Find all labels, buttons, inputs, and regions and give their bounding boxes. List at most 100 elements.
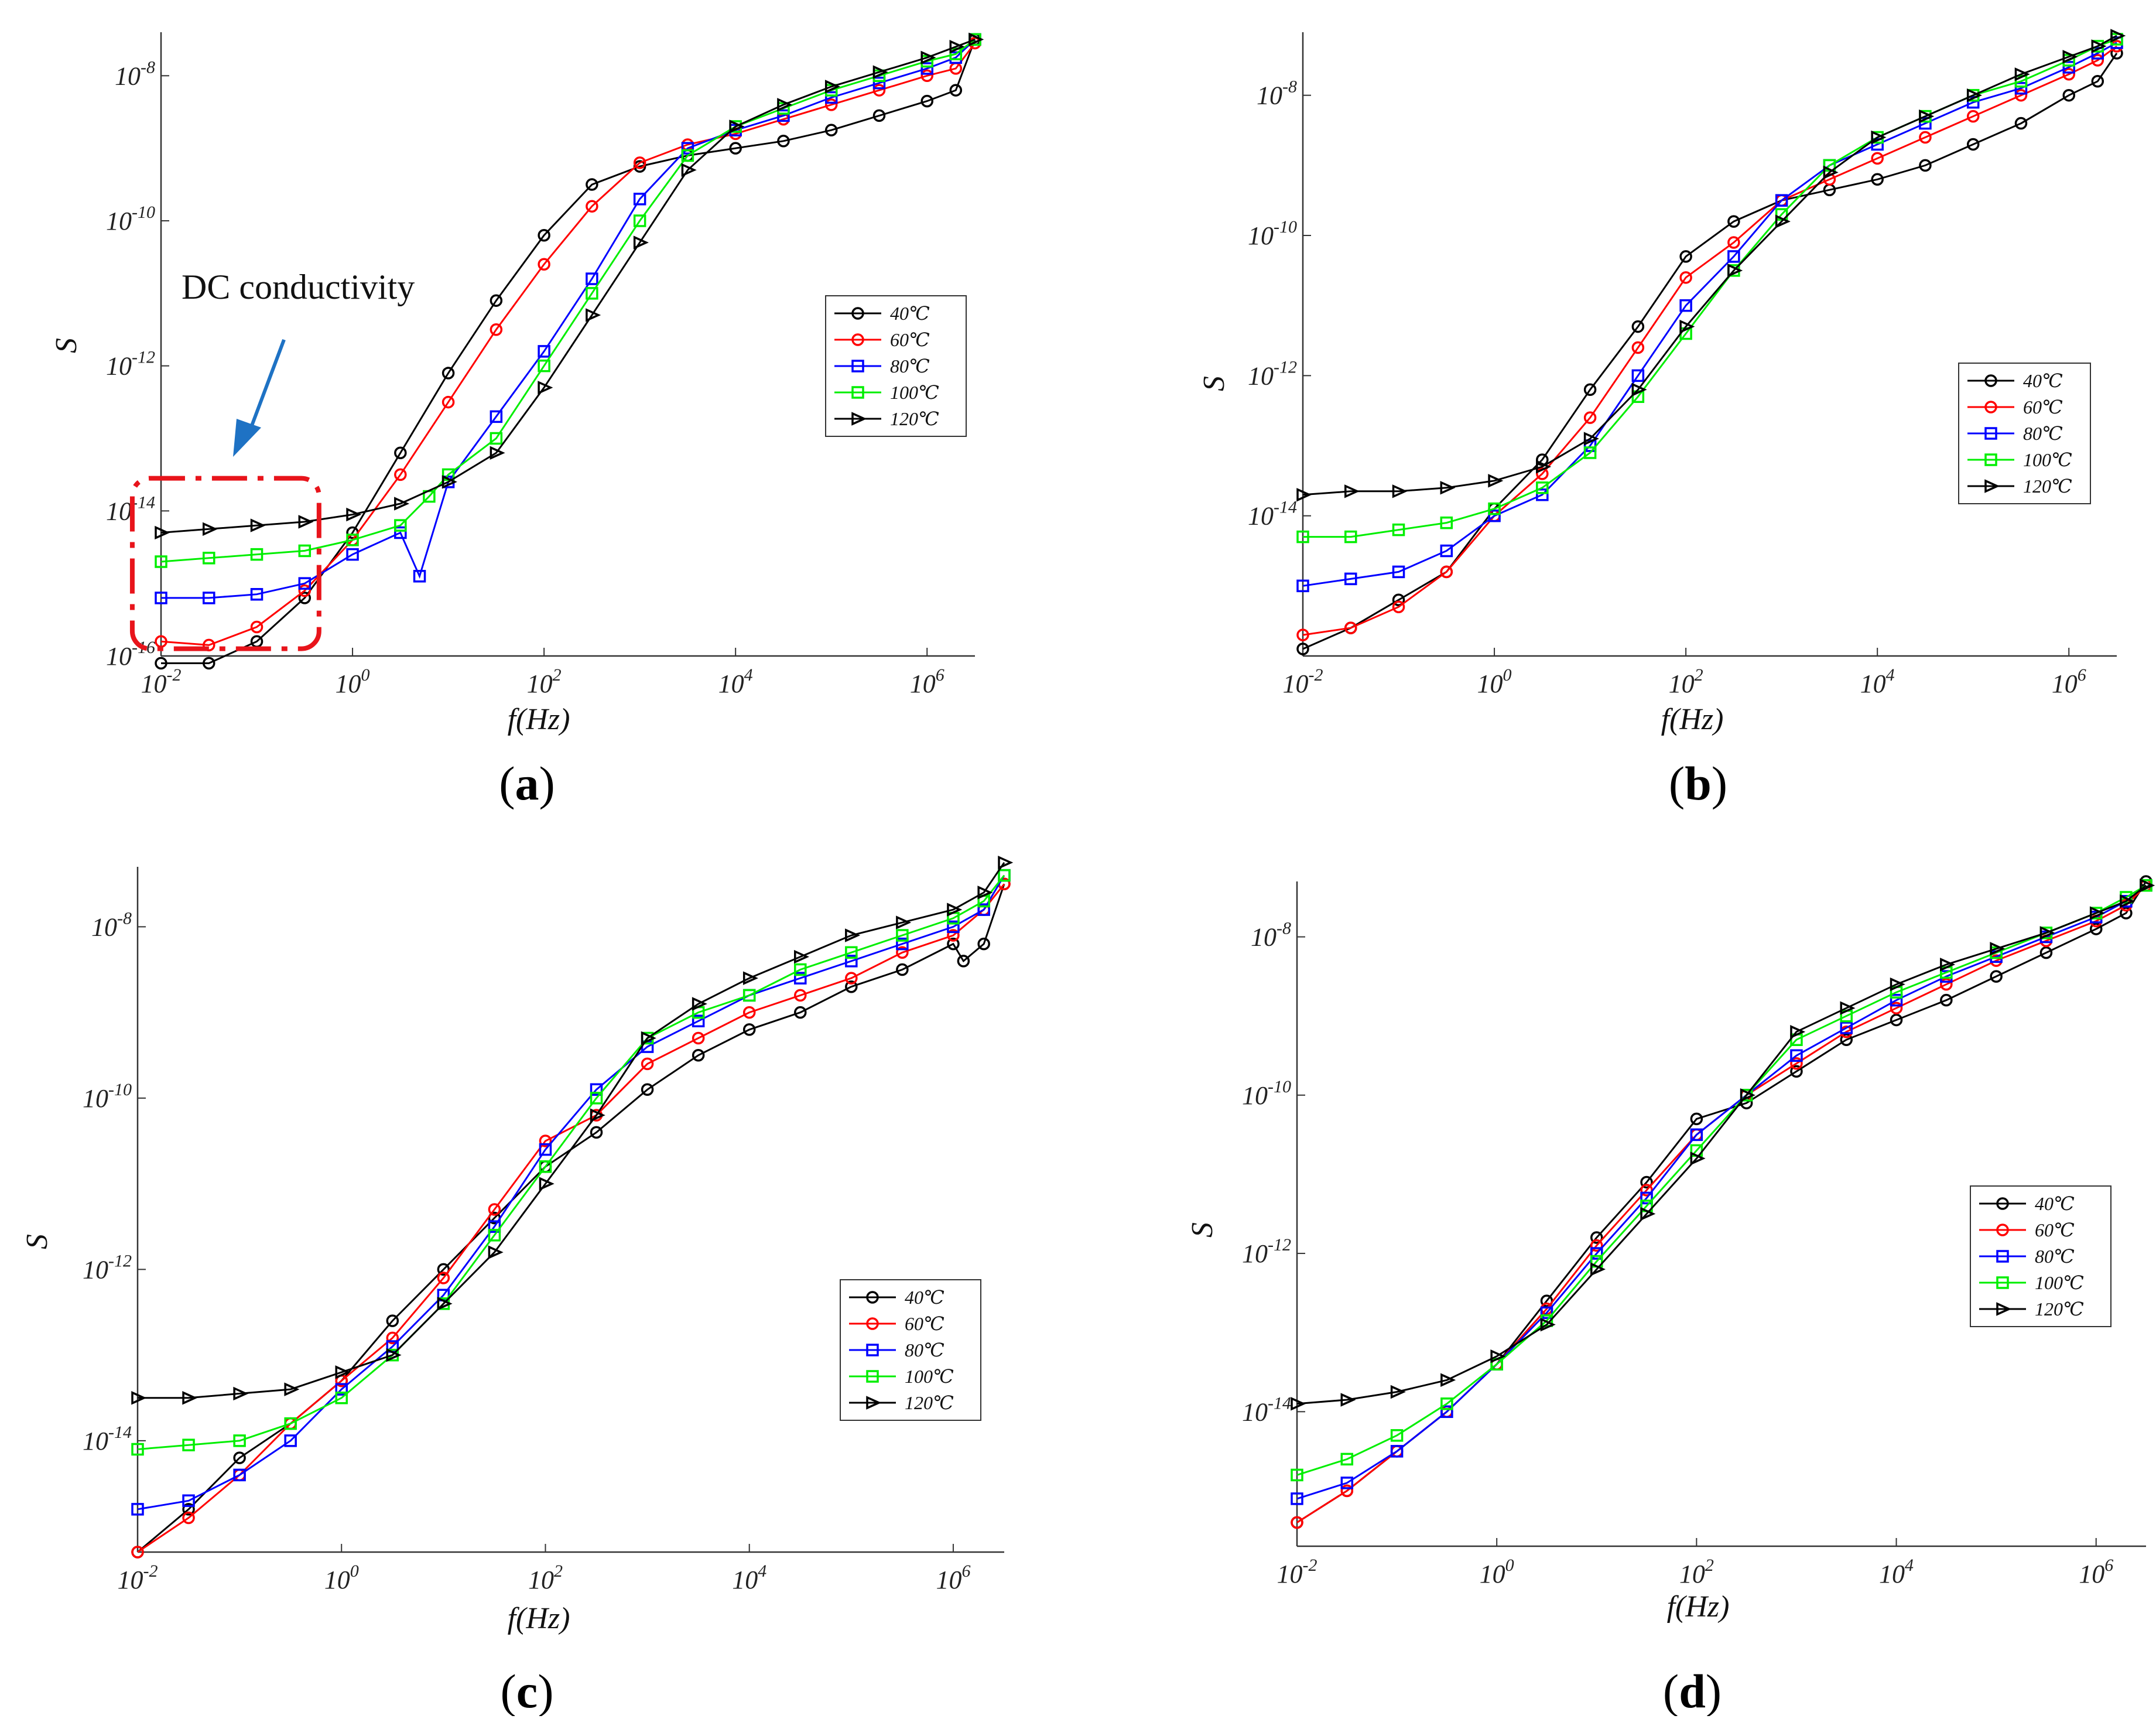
legend-marker (851, 412, 867, 426)
x-axis-label: f(Hz) (508, 703, 570, 736)
data-point (155, 555, 167, 568)
x-tick-label-exp: 0 (1505, 1556, 1514, 1575)
y-tick-label-exp: -12 (108, 1251, 132, 1270)
data-point (681, 163, 697, 177)
legend-marker (1996, 1197, 2009, 1210)
y-tick-label: 10-16 (106, 638, 155, 671)
legend-label: 100℃ (2023, 449, 2072, 470)
data-point (1344, 484, 1360, 498)
caption-letter: c (516, 1665, 538, 1716)
data-point (641, 1031, 656, 1045)
data-point (2091, 47, 2104, 60)
x-tick-label: 104 (1860, 665, 1895, 698)
caption-close: ) (1706, 1665, 1722, 1716)
x-tick-label-base: 10 (527, 669, 553, 698)
data-point (633, 235, 649, 250)
data-point (977, 937, 990, 951)
legend-marker (866, 1370, 879, 1383)
data-point (1392, 593, 1405, 607)
data-point (896, 946, 909, 959)
data-point (777, 98, 793, 112)
data-point (1540, 1317, 1556, 1332)
y-tick-label-exp: -12 (1268, 1235, 1291, 1255)
data-point (2089, 922, 2103, 935)
data-point (1631, 320, 1645, 333)
data-point (1890, 1013, 1903, 1027)
x-tick-label-base: 10 (118, 1566, 143, 1594)
data-point (490, 446, 505, 460)
data-point (1640, 1207, 1656, 1221)
y-tick-label: 10-8 (91, 908, 132, 941)
legend-label: 80℃ (890, 356, 930, 377)
x-tick-label-base: 10 (1679, 1560, 1705, 1588)
x-tick-label-base: 10 (732, 1566, 758, 1594)
data-point (1440, 1373, 1456, 1387)
data-point (1440, 1397, 1453, 1410)
data-point (203, 522, 218, 536)
data-point (1690, 1112, 1703, 1126)
data-point (1392, 600, 1405, 613)
data-point (590, 1108, 605, 1122)
x-axis-label: f(Hz) (1667, 1590, 1730, 1624)
series-line (1302, 42, 2117, 587)
data-point (896, 963, 909, 976)
data-point (1679, 271, 1692, 284)
y-tick-label-exp: -14 (108, 1423, 132, 1442)
x-tick-label: 104 (732, 1561, 766, 1594)
legend-label: 100℃ (905, 1366, 954, 1387)
data-point (872, 84, 886, 97)
legend-label: 60℃ (890, 329, 930, 350)
x-tick-label-base: 10 (2052, 669, 2078, 698)
data-point (1919, 117, 1932, 130)
data-point (1940, 993, 1953, 1007)
legend-marker (851, 333, 864, 346)
data-point (335, 1365, 351, 1379)
data-point (1536, 467, 1549, 480)
data-point (1679, 299, 1692, 312)
data-point (250, 518, 266, 532)
data-point (1727, 215, 1740, 228)
data-point (872, 109, 886, 122)
y-axis-label: S (1197, 376, 1231, 391)
caption-close: ) (1712, 757, 1727, 810)
data-point (1790, 1049, 1803, 1062)
data-point (250, 548, 263, 561)
x-tick-label: 104 (1879, 1556, 1914, 1588)
data-point (442, 395, 455, 409)
y-tick-label-exp: -14 (1274, 498, 1297, 517)
series-60℃ (1296, 40, 2123, 641)
legend-marker (851, 360, 864, 372)
data-point (1590, 1239, 1603, 1252)
data-point (386, 1348, 402, 1362)
data-point (633, 214, 646, 227)
data-point (284, 1434, 297, 1447)
x-tick-label-base: 10 (910, 669, 936, 698)
data-point (182, 1438, 195, 1451)
legend-marker (866, 1317, 879, 1330)
x-tick-label: 10-2 (141, 665, 182, 698)
y-tick-label-base: 10 (83, 1427, 108, 1455)
x-tick-label-exp: -2 (1309, 665, 1323, 685)
data-point (182, 1391, 198, 1405)
x-tick-label-exp: 2 (1705, 1556, 1714, 1575)
data-point (998, 869, 1011, 882)
data-point (1871, 152, 1884, 165)
data-point (2014, 67, 2030, 81)
data-point (1392, 484, 1408, 498)
y-tick-label-base: 10 (1242, 1081, 1268, 1110)
x-tick-label-exp: -2 (143, 1561, 158, 1581)
data-point (1488, 502, 1501, 515)
data-point (335, 1383, 348, 1396)
data-point (872, 65, 888, 79)
data-point (2062, 61, 2075, 74)
legend-label: 40℃ (2035, 1193, 2075, 1214)
data-point (1340, 1393, 1356, 1407)
data-point (233, 1386, 249, 1401)
data-point (442, 367, 455, 380)
data-point (586, 287, 598, 300)
data-point (1823, 173, 1836, 186)
x-tick-label-exp: 6 (936, 665, 944, 685)
x-tick-label-exp: 0 (361, 665, 370, 685)
data-point (203, 552, 215, 565)
data-point (298, 577, 312, 590)
